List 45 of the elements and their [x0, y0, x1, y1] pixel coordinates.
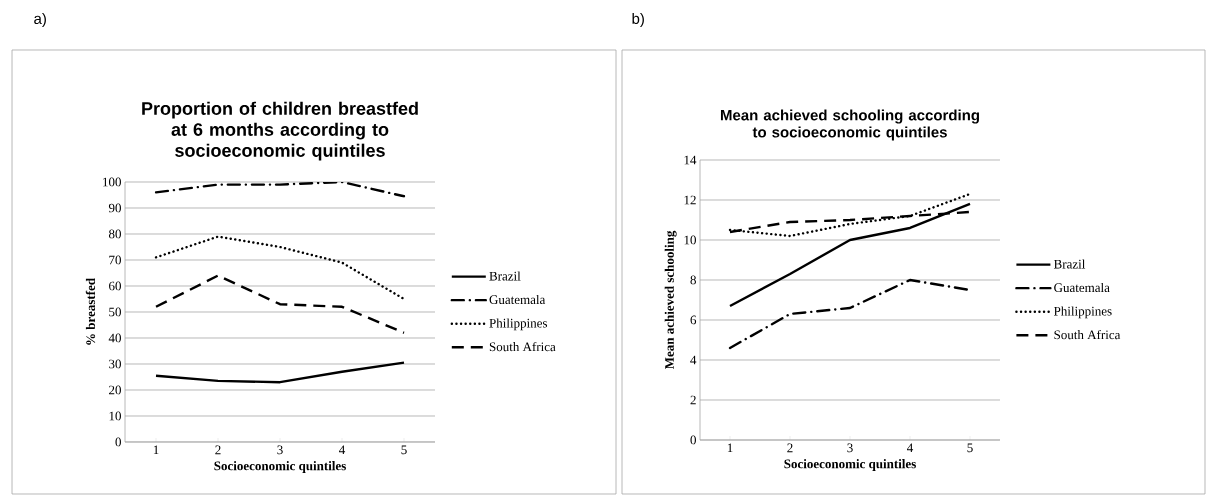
y-tick-label: 10	[109, 411, 121, 421]
legend-label: Guatemala	[1054, 282, 1110, 293]
x-tick-label: 4	[339, 445, 346, 455]
y-tick-label: 90	[108, 203, 121, 213]
x-tick-label: 5	[967, 443, 973, 453]
y-tick-label: 0	[690, 435, 696, 445]
chart-title: Mean achieved schooling according to socioeconomic quintiles	[720, 109, 980, 141]
x-axis-title: Socioeconomic quintiles	[784, 459, 916, 471]
x-tick-label: 2	[787, 443, 793, 453]
y-tick-label: 12	[684, 195, 696, 205]
text: b)	[632, 13, 644, 27]
x-tick-label: 5	[401, 445, 407, 455]
y-tick-label: 10	[684, 235, 696, 245]
legend-label: Brazil	[1053, 259, 1086, 269]
y-tick-label: 100	[103, 177, 121, 187]
legend-label: Philippines	[1053, 306, 1112, 319]
y-tick-label: 4	[690, 355, 697, 365]
y-tick-label: 30	[109, 359, 121, 369]
legend-label: Guatemala	[489, 294, 546, 305]
y-tick-label: 0	[115, 437, 121, 447]
x-tick-label: 2	[215, 445, 221, 455]
legend-label: Brazil	[489, 271, 521, 281]
y-tick-label: 6	[690, 315, 697, 325]
y-tick-label: 60	[109, 281, 121, 291]
x-tick-label: 1	[153, 445, 159, 455]
x-tick-label: 4	[907, 443, 914, 453]
legend-label: Philippines	[489, 318, 548, 331]
chart-title: Proportion of children breastfed at 6 months according to socioeconomic quintiles	[142, 101, 418, 161]
legend-label: South Africa	[1054, 329, 1121, 340]
y-tick-label: 40	[108, 333, 121, 343]
y-tick-label: 80	[108, 229, 121, 239]
x-tick-label: 3	[277, 445, 283, 455]
y-axis-title: % breastfed	[85, 278, 96, 345]
x-axis-title: Socioeconomic quintiles	[214, 461, 346, 473]
text: a)	[34, 13, 46, 27]
y-tick-label: 8	[690, 275, 696, 285]
y-tick-label: 70	[109, 255, 121, 265]
y-tick-label: 50	[109, 307, 121, 317]
y-tick-label: 2	[690, 395, 696, 405]
x-tick-label: 3	[847, 443, 853, 453]
x-tick-label: 1	[727, 443, 733, 453]
legend-label: South Africa	[489, 341, 556, 352]
y-tick-label: 20	[109, 385, 121, 395]
y-tick-label: 14	[684, 155, 697, 165]
y-axis-title: Mean achieved schooling	[664, 230, 677, 370]
